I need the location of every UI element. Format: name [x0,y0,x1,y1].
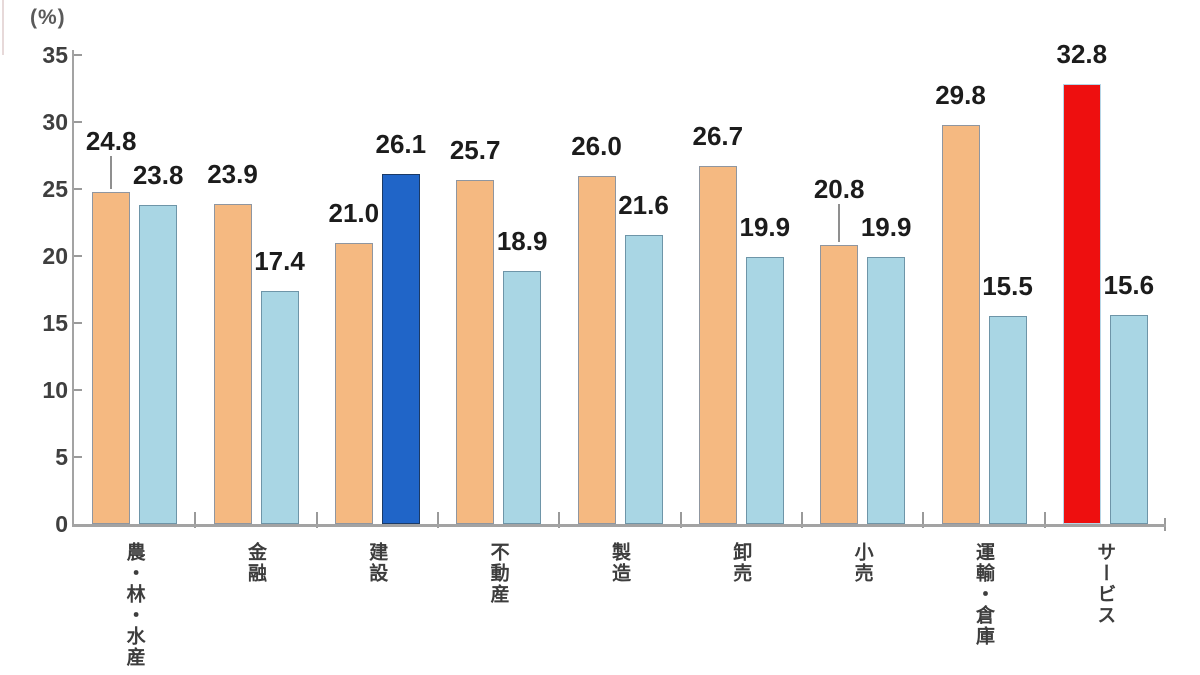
bar-value-label: 19.9 [860,212,912,243]
bar-value-label: 23.8 [132,160,184,191]
bar [624,234,663,524]
category-label: 製造 [608,542,630,584]
y-tick-label: 5 [55,444,68,470]
bar [867,257,906,524]
bar [381,174,420,524]
bar-value-label: 26.1 [375,129,427,160]
y-tick-label: 15 [42,310,68,336]
y-tick [74,322,82,324]
bar [260,290,299,524]
x-tick [1043,512,1046,528]
y-tick [74,54,82,56]
y-tick-label: 35 [42,42,68,68]
bar-value-label: 21.6 [618,189,669,220]
bar-value-label: 15.6 [1103,269,1155,300]
y-tick [74,188,82,190]
y-tick-label: 0 [55,511,68,537]
bar-value-label: 19.9 [739,212,791,243]
bar-value-label: 26.0 [571,130,622,161]
bar [698,166,737,524]
x-tick [922,512,925,528]
bar-value-label: 23.9 [207,158,258,189]
category-label: 小売 [851,542,873,584]
category-label: サービス [1094,542,1116,626]
screenshot-edge-artifact [2,0,4,55]
bar [456,179,495,524]
bar-value-label: 24.8 [85,125,137,156]
bar-value-label: 20.8 [813,174,865,205]
bar-value-label: 26.7 [692,121,744,152]
bar-value-label: 21.0 [328,197,380,228]
y-axis-line [72,50,75,527]
x-tick [679,512,682,528]
category-label: 農・林・水産 [123,542,145,668]
x-tick [437,512,439,528]
y-tick [74,456,82,458]
bar [577,175,616,524]
y-tick [74,389,82,391]
x-tick [194,512,197,528]
category-label: 卸売 [730,542,752,584]
bar [139,205,178,524]
bar [334,242,373,524]
bar [988,316,1027,524]
bar-value-label: 15.5 [982,271,1033,302]
bar [745,257,784,524]
bar [1062,84,1101,524]
y-axis-unit-label: (%) [30,6,66,29]
category-label: 建設 [366,542,388,584]
bar [1109,314,1148,524]
bar-value-label: 17.4 [254,245,305,276]
y-tick-label: 10 [42,377,68,403]
bar [213,203,252,524]
x-tick [801,512,803,528]
y-tick-label: 25 [42,176,68,202]
bar-value-label: 18.9 [496,225,548,256]
category-label: 運輸・倉庫 [972,542,994,647]
leader-line [838,204,840,243]
bar-value-label: 32.8 [1056,39,1108,70]
bar [503,270,542,524]
bar [820,245,859,524]
category-label: 金融 [244,542,266,584]
y-tick [74,255,82,257]
bar-value-label: 29.8 [935,79,986,110]
x-tick [558,512,561,528]
category-label: 不動産 [487,542,509,605]
x-tick [315,512,318,528]
leader-line [110,155,112,189]
y-tick-label: 30 [42,109,68,135]
bar-value-label: 25.7 [449,134,501,165]
x-axis-line [72,524,1166,527]
bar [92,191,131,524]
y-tick [74,121,82,123]
y-tick-label: 20 [42,243,68,269]
bar [941,124,980,524]
